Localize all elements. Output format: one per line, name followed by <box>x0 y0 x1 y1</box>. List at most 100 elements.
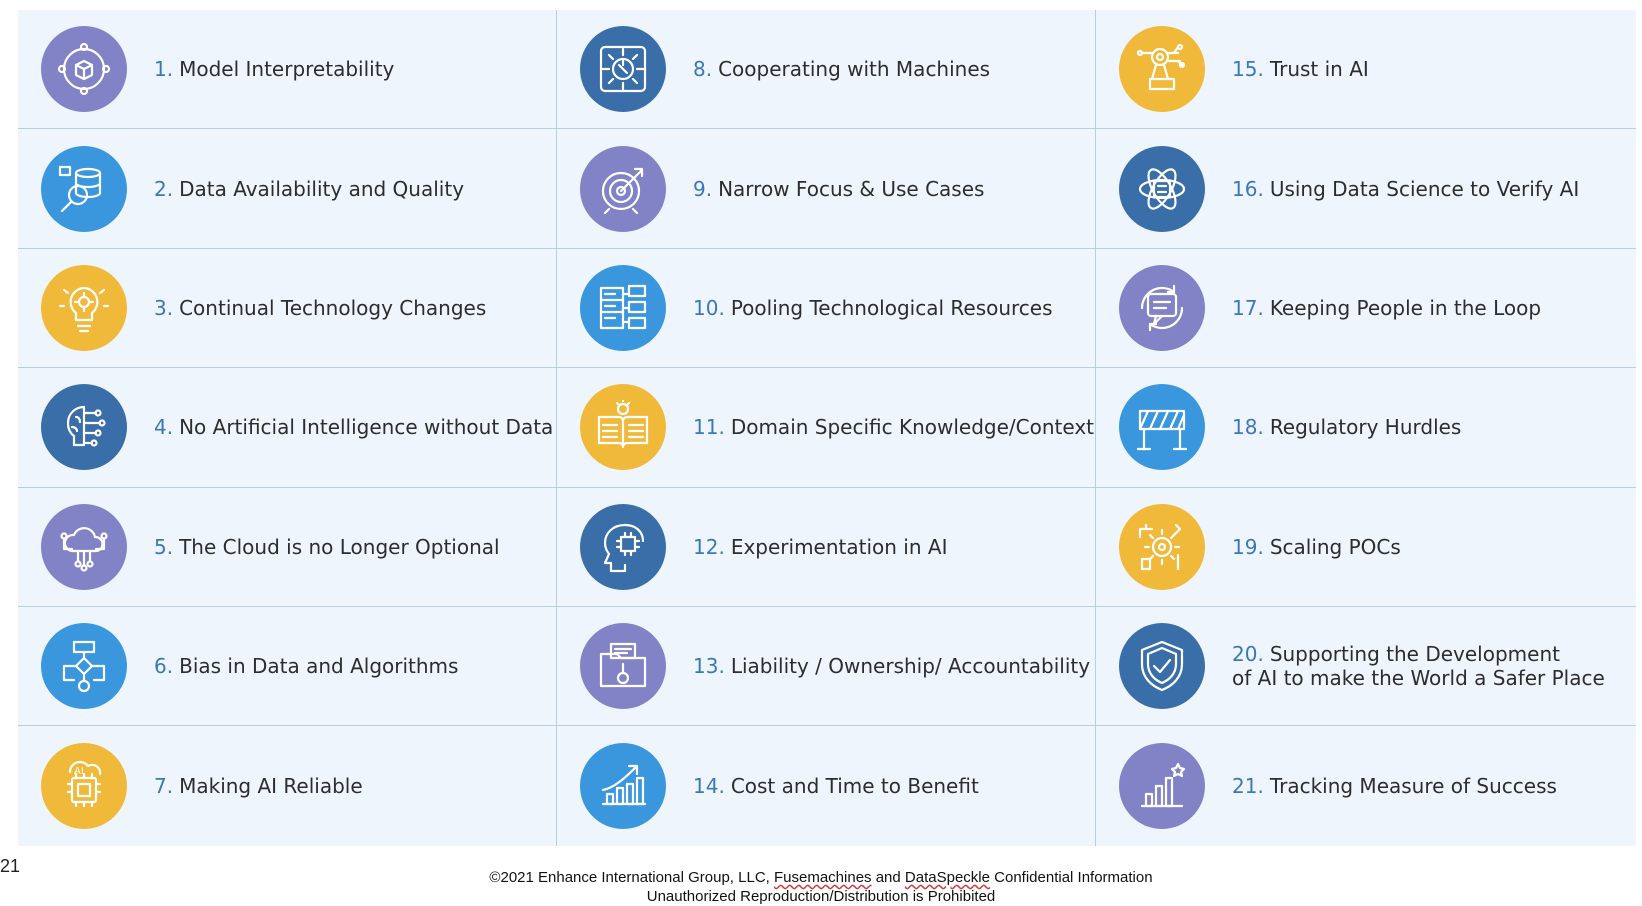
bar-chart-arrow-icon <box>580 743 666 830</box>
challenge-item: 6. Bias in Data and Algorithms <box>18 606 557 727</box>
flowchart-icon <box>41 623 127 710</box>
challenge-number: 4. <box>154 415 174 440</box>
shield-check-icon <box>1119 623 1205 710</box>
challenge-number: 13. <box>693 654 725 679</box>
challenge-item: 19. Scaling POCs <box>1096 487 1636 607</box>
head-chip-icon <box>580 503 666 590</box>
challenge-text: The Cloud is no Longer Optional <box>179 534 500 559</box>
challenge-text: Continual Technology Changes <box>179 295 487 320</box>
challenge-number: 21. <box>1232 774 1264 799</box>
challenge-text-line-2: of AI to make the World a Safer Place <box>1232 666 1605 691</box>
challenge-number: 1. <box>154 57 174 82</box>
footer-and: and <box>871 869 905 886</box>
challenge-label: 17. Keeping People in the Loop <box>1232 296 1626 320</box>
challenge-number: 8. <box>693 57 713 82</box>
challenge-text: Scaling POCs <box>1269 534 1401 559</box>
challenge-text: Supporting the Development <box>1269 642 1560 667</box>
footer-fusemachines: Fusemachines <box>774 869 872 886</box>
challenge-item: 17. Keeping People in the Loop <box>1096 248 1636 369</box>
barrier-icon <box>1119 384 1205 471</box>
challenge-item: 16. Using Data Science to Verify AI <box>1096 129 1636 249</box>
challenge-text: Model Interpretability <box>179 57 395 82</box>
challenge-number: 6. <box>154 654 174 679</box>
challenge-label: 3. Continual Technology Changes <box>154 296 546 320</box>
footer-line-2: Unauthorized Reproduction/Distribution i… <box>646 888 996 905</box>
challenge-number: 3. <box>154 295 174 320</box>
challenge-item: 4. No Artificial Intelligence without Dat… <box>18 368 557 488</box>
challenge-label: 8. Cooperating with Machines <box>693 57 1085 81</box>
challenge-text: Keeping People in the Loop <box>1269 295 1542 320</box>
challenge-item: 12. Experimentation in AI <box>557 487 1096 607</box>
challenge-text: Data Availability and Quality <box>179 176 465 201</box>
challenge-text: Tracking Measure of Success <box>1269 774 1557 799</box>
ai-chip-icon: AI <box>41 743 127 830</box>
challenge-item: 1. Model Interpretability <box>18 10 557 130</box>
challenge-number: 12. <box>693 534 725 559</box>
footer: ©2021 Enhance International Group, LLC, … <box>0 868 1642 906</box>
challenge-number: 11. <box>693 415 725 440</box>
cube-network-icon <box>41 26 127 113</box>
database-magnifier-icon <box>41 145 127 232</box>
challenge-number: 20. <box>1232 642 1264 667</box>
challenge-text: Bias in Data and Algorithms <box>179 654 459 679</box>
challenge-number: 14. <box>693 774 725 799</box>
challenge-item: 2. Data Availability and Quality <box>18 129 557 249</box>
challenge-label: 18. Regulatory Hurdles <box>1232 415 1626 439</box>
challenge-text: Making AI Reliable <box>179 774 363 799</box>
challenge-item: 21. Tracking Measure of Success <box>1096 726 1636 846</box>
challenge-number: 18. <box>1232 415 1264 440</box>
challenge-text: Cooperating with Machines <box>718 57 991 82</box>
challenge-label: 4. No Artificial Intelligence without Dat… <box>154 415 553 440</box>
target-arrow-icon <box>580 145 666 232</box>
challenge-label: 16. Using Data Science to Verify AI <box>1232 177 1626 201</box>
robot-arm-icon <box>1119 26 1205 113</box>
challenge-text: Narrow Focus & Use Cases <box>718 176 985 201</box>
challenge-number: 16. <box>1232 176 1264 201</box>
challenge-label: 19. Scaling POCs <box>1232 535 1626 559</box>
challenge-item: 9. Narrow Focus & Use Cases <box>557 129 1096 249</box>
challenge-label: 10. Pooling Technological Resources <box>693 296 1085 320</box>
challenge-item: 11. Domain Specific Knowledge/Context <box>557 368 1096 488</box>
challenge-item: 3. Continual Technology Changes <box>18 248 557 369</box>
bar-chart-star-icon <box>1119 743 1205 830</box>
challenge-item: 15. Trust in AI <box>1096 10 1636 130</box>
svg-text:AI: AI <box>74 766 84 777</box>
challenge-number: 15. <box>1232 57 1264 82</box>
challenge-item: 20. Supporting the Development of AI to ma… <box>1096 606 1636 727</box>
challenge-item: 8. Cooperating with Machines <box>557 10 1096 130</box>
challenge-item: 13. Liability / Ownership/ Accountability <box>557 606 1096 727</box>
challenge-item: 5. The Cloud is no Longer Optional <box>18 487 557 607</box>
challenge-text: Regulatory Hurdles <box>1269 415 1462 440</box>
challenge-number: 19. <box>1232 534 1264 559</box>
challenge-number: 2. <box>154 176 174 201</box>
slide-number: 21 <box>0 856 21 876</box>
gear-puzzle-icon <box>1119 503 1205 590</box>
challenge-label: 21. Tracking Measure of Success <box>1232 774 1626 798</box>
challenge-label: 20. Supporting the Development of AI to ma… <box>1232 642 1626 690</box>
challenge-label: 5. The Cloud is no Longer Optional <box>154 535 546 559</box>
challenge-text: Trust in AI <box>1269 57 1369 82</box>
challenge-text: Cost and Time to Benefit <box>730 774 979 799</box>
challenge-label: 13. Liability / Ownership/ Accountability <box>693 654 1090 679</box>
lightbulb-gear-icon <box>41 264 127 351</box>
challenge-item: AI 7. Making AI Reliable <box>18 726 557 846</box>
cloud-network-icon <box>41 503 127 590</box>
challenge-item: 14. Cost and Time to Benefit <box>557 726 1096 846</box>
folder-key-icon <box>580 623 666 710</box>
chat-cycle-icon <box>1119 264 1205 351</box>
challenge-text: No Artificial Intelligence without Data <box>179 415 554 440</box>
challenge-number: 7. <box>154 774 174 799</box>
challenge-label: 2. Data Availability and Quality <box>154 177 546 201</box>
challenge-label: 7. Making AI Reliable <box>154 774 546 798</box>
book-lightbulb-icon <box>580 384 666 471</box>
challenge-number: 9. <box>693 176 713 201</box>
gear-wrench-circuit-icon <box>580 26 666 113</box>
challenge-text: Using Data Science to Verify AI <box>1269 176 1580 201</box>
challenge-label: 6. Bias in Data and Algorithms <box>154 654 546 678</box>
challenge-label: 12. Experimentation in AI <box>693 535 1085 559</box>
challenge-label: 14. Cost and Time to Benefit <box>693 774 1085 798</box>
brain-circuit-icon <box>41 384 127 471</box>
challenge-text: Domain Specific Knowledge/Context <box>730 415 1095 440</box>
challenge-text: Pooling Technological Resources <box>730 295 1053 320</box>
challenges-grid: 1. Model Interpretability 2. Data Availabil… <box>18 10 1636 846</box>
